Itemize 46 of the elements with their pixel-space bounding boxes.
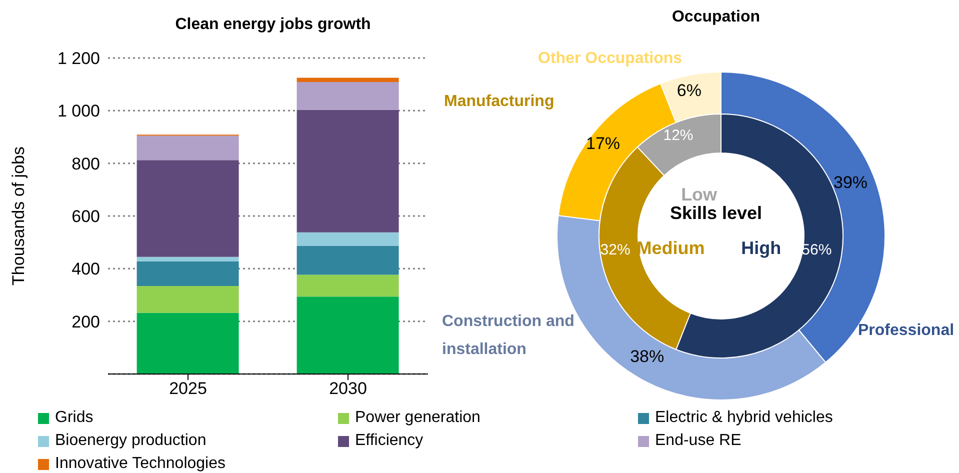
slice-label: Construction and installation (442, 313, 574, 358)
legend-label: Power generation (355, 409, 480, 427)
bar (136, 160, 239, 257)
y-tick-label: 400 (72, 260, 100, 279)
data-label: 17% (586, 134, 620, 153)
x-tick-label: 2025 (169, 379, 207, 398)
bar (296, 78, 399, 82)
chart-title: Clean energy jobs growth (174, 16, 372, 34)
legend-label: Grids (55, 409, 94, 427)
y-tick-label: 1 200 (57, 49, 100, 68)
data-label: 12% (663, 127, 694, 144)
bar (296, 110, 399, 232)
bar (136, 262, 239, 286)
data-label: 39% (834, 173, 868, 192)
bar (136, 312, 239, 374)
legend-label: Bioenergy production (55, 432, 206, 450)
text: Skills level (670, 203, 762, 223)
bar (296, 274, 399, 297)
data-label: 56% (802, 242, 832, 259)
legend-label: Electric & hybrid vehicles (655, 409, 833, 427)
slice-label: Manufacturing (444, 93, 554, 110)
data-label: 38% (630, 346, 664, 366)
bar (136, 256, 239, 262)
legend-label: Innovative Technologies (55, 455, 226, 473)
bar (296, 296, 399, 374)
y-tick-label: 800 (72, 154, 100, 174)
slice-label: Medium (636, 238, 705, 258)
slice-label: Low (681, 184, 718, 204)
data-label: 32% (600, 242, 630, 259)
legend-label: End-use RE (655, 432, 742, 450)
slice-label: Other Occupations (538, 50, 682, 67)
legend-label: Efficiency (355, 432, 424, 450)
x-tick-label: 2030 (329, 379, 367, 398)
bar (296, 232, 399, 246)
bar (296, 82, 399, 110)
y-tick-label: 600 (72, 207, 100, 226)
bar (136, 286, 239, 313)
slice-label: High (741, 238, 782, 258)
y-tick-label: 200 (72, 312, 100, 332)
data-label: 6% (676, 81, 702, 100)
slice-label: Professional (858, 322, 954, 339)
y-tick-label: 1 000 (57, 102, 100, 121)
y-axis-title: Thousands of jobs (9, 146, 28, 286)
chart-title: Occupation (672, 8, 760, 26)
bar (136, 136, 239, 160)
bar (296, 246, 399, 275)
